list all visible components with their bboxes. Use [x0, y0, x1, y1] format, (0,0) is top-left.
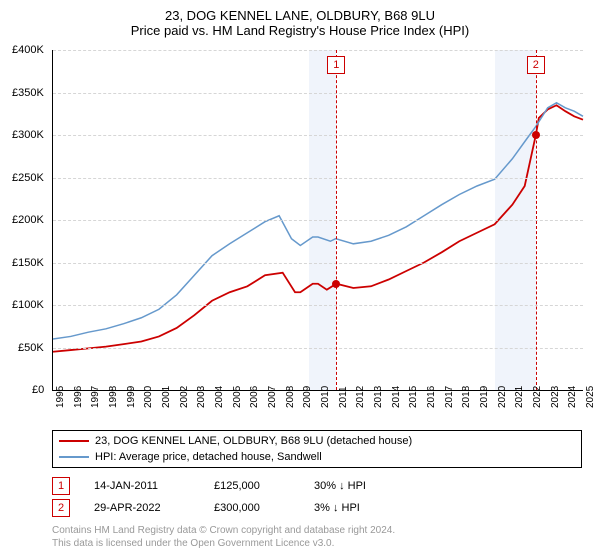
attribution-line1: Contains HM Land Registry data © Crown c… — [52, 524, 395, 537]
chart-area: 12 £0£50K£100K£150K£200K£250K£300K£350K£… — [52, 50, 582, 390]
x-axis-label: 1997 — [90, 386, 101, 408]
x-axis-label: 2022 — [532, 386, 543, 408]
transaction-marker: 1 — [52, 477, 70, 495]
transaction-marker: 2 — [52, 499, 70, 517]
y-axis-label: £100K — [12, 299, 48, 311]
gridline — [53, 348, 583, 349]
title-line2: Price paid vs. HM Land Registry's House … — [0, 23, 600, 38]
chart-title: 23, DOG KENNEL LANE, OLDBURY, B68 9LU Pr… — [0, 0, 600, 42]
transaction-pct: 3% ↓ HPI — [314, 502, 394, 514]
legend-item-price: 23, DOG KENNEL LANE, OLDBURY, B68 9LU (d… — [59, 433, 575, 449]
x-axis-label: 2004 — [214, 386, 225, 408]
transaction-date: 29-APR-2022 — [94, 502, 214, 514]
transaction-price: £300,000 — [214, 502, 314, 514]
price-point — [532, 131, 540, 139]
gridline — [53, 263, 583, 264]
x-axis-label: 2008 — [285, 386, 296, 408]
y-axis-label: £300K — [12, 129, 48, 141]
series-price_paid — [53, 105, 583, 352]
x-axis-label: 2000 — [143, 386, 154, 408]
x-axis-label: 2024 — [567, 386, 578, 408]
x-axis-label: 2006 — [249, 386, 260, 408]
transaction-date: 14-JAN-2011 — [94, 480, 214, 492]
x-axis-label: 2020 — [497, 386, 508, 408]
x-axis-label: 2011 — [338, 386, 349, 408]
legend: 23, DOG KENNEL LANE, OLDBURY, B68 9LU (d… — [52, 430, 582, 468]
x-axis-label: 2012 — [355, 386, 366, 408]
x-axis-label: 2019 — [479, 386, 490, 408]
title-line1: 23, DOG KENNEL LANE, OLDBURY, B68 9LU — [0, 8, 600, 23]
transaction-row: 2 29-APR-2022 £300,000 3% ↓ HPI — [52, 497, 582, 519]
x-axis-label: 2023 — [550, 386, 561, 408]
y-axis-label: £50K — [18, 342, 48, 354]
x-axis-label: 2010 — [320, 386, 331, 408]
transaction-table: 1 14-JAN-2011 £125,000 30% ↓ HPI 2 29-AP… — [52, 475, 582, 519]
y-axis-label: £400K — [12, 44, 48, 56]
legend-label-hpi: HPI: Average price, detached house, Sand… — [95, 451, 322, 463]
x-axis-label: 2014 — [391, 386, 402, 408]
x-axis-label: 2021 — [514, 386, 525, 408]
price-point — [332, 280, 340, 288]
legend-label-price: 23, DOG KENNEL LANE, OLDBURY, B68 9LU (d… — [95, 435, 412, 447]
x-axis-label: 2009 — [302, 386, 313, 408]
gridline — [53, 93, 583, 94]
event-marker: 2 — [527, 56, 545, 74]
legend-item-hpi: HPI: Average price, detached house, Sand… — [59, 449, 575, 465]
x-axis-label: 2015 — [408, 386, 419, 408]
transaction-price: £125,000 — [214, 480, 314, 492]
x-axis-label: 2005 — [232, 386, 243, 408]
x-axis-label: 2001 — [161, 386, 172, 408]
legend-swatch-price — [59, 440, 89, 442]
x-axis-label: 2017 — [444, 386, 455, 408]
attribution-line2: This data is licensed under the Open Gov… — [52, 537, 395, 550]
gridline — [53, 305, 583, 306]
attribution: Contains HM Land Registry data © Crown c… — [52, 524, 395, 550]
plot-region: 12 — [52, 50, 583, 391]
x-axis-label: 2013 — [373, 386, 384, 408]
x-axis-label: 1995 — [55, 386, 66, 408]
x-axis-label: 2007 — [267, 386, 278, 408]
x-axis-label: 2002 — [179, 386, 190, 408]
x-axis-label: 1999 — [126, 386, 137, 408]
transaction-row: 1 14-JAN-2011 £125,000 30% ↓ HPI — [52, 475, 582, 497]
transaction-pct: 30% ↓ HPI — [314, 480, 394, 492]
gridline — [53, 178, 583, 179]
x-axis-label: 2003 — [196, 386, 207, 408]
gridline — [53, 220, 583, 221]
x-axis-label: 1998 — [108, 386, 119, 408]
event-line — [536, 50, 537, 390]
gridline — [53, 50, 583, 51]
legend-swatch-hpi — [59, 456, 89, 458]
y-axis-label: £150K — [12, 257, 48, 269]
x-axis-label: 1996 — [73, 386, 84, 408]
x-axis-label: 2016 — [426, 386, 437, 408]
y-axis-label: £350K — [12, 87, 48, 99]
x-axis-label: 2018 — [461, 386, 472, 408]
y-axis-label: £0 — [32, 384, 48, 396]
x-axis-label: 2025 — [585, 386, 596, 408]
y-axis-label: £200K — [12, 214, 48, 226]
event-marker: 1 — [327, 56, 345, 74]
y-axis-label: £250K — [12, 172, 48, 184]
gridline — [53, 135, 583, 136]
event-line — [336, 50, 337, 390]
